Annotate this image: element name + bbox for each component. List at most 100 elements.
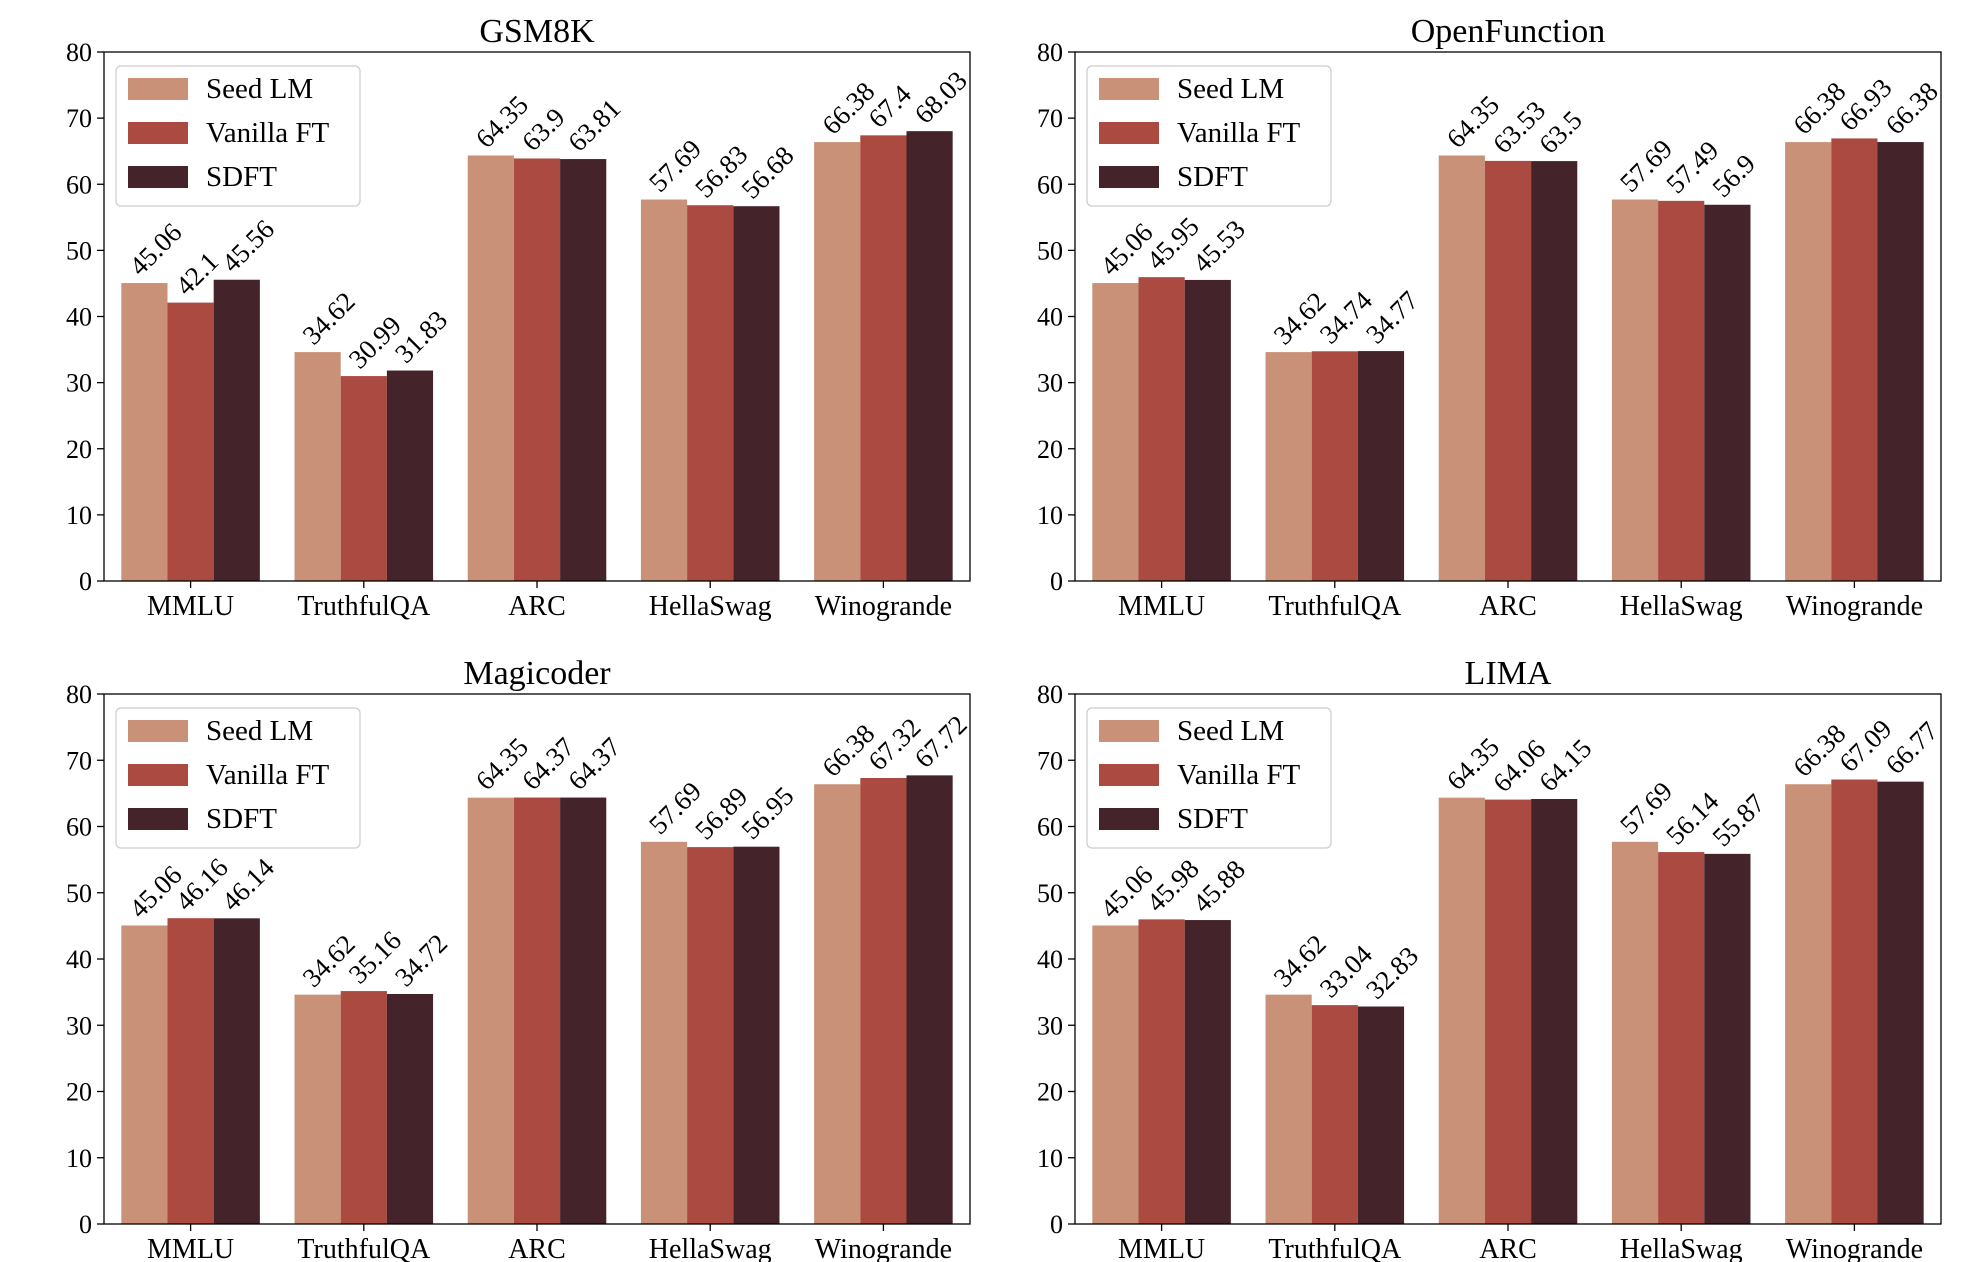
data-label: 68.03: [909, 65, 973, 129]
data-label: 64.37: [516, 732, 580, 796]
legend: Seed LM Vanilla FT SDFT: [115, 65, 361, 207]
bar-truthfulqa-series-2: [340, 991, 387, 1224]
x-tick-label: TruthfulQA: [1268, 1234, 1402, 1262]
bar-winogrande-series-1: [1785, 784, 1832, 1224]
bar-truthfulqa-series-1: [1265, 994, 1312, 1224]
y-tick-label: 80: [1037, 38, 1063, 67]
bar-truthfulqa-series-2: [1311, 351, 1358, 581]
y-tick-label: 80: [66, 38, 92, 67]
data-label: 64.06: [1487, 734, 1551, 798]
legend-swatch: [1099, 764, 1159, 786]
legend: Seed LM Vanilla FT SDFT: [115, 707, 361, 849]
x-tick-label: ARC: [1479, 591, 1537, 622]
bar-hellaswag-series-1: [1611, 199, 1659, 581]
y-tick-label: 80: [66, 680, 92, 709]
bar-arc-series-1: [1438, 155, 1485, 581]
y-tick-label: 70: [66, 746, 92, 775]
bar-winogrande-series-3: [906, 131, 953, 582]
x-tick-label: ARC: [508, 1234, 566, 1262]
y-tick-label: 20: [66, 435, 92, 464]
bar-hellaswag-series-1: [640, 199, 688, 581]
legend-swatch: [1099, 808, 1159, 830]
chart-panel-4: LIMA45.0634.6264.3557.6966.3845.9833.046…: [1037, 655, 1944, 1262]
bar-mmlu-series-2: [167, 918, 214, 1224]
legend-label: SDFT: [206, 803, 277, 835]
data-label: 45.88: [1187, 854, 1251, 918]
legend-label: Vanilla FT: [206, 117, 330, 149]
data-label: 66.77: [1880, 716, 1944, 780]
data-label: 34.62: [297, 286, 361, 350]
bar-hellaswag-series-3: [733, 206, 780, 582]
chart-panel-2: OpenFunction45.0634.6264.3557.6966.3845.…: [1037, 13, 1944, 622]
data-label: 64.35: [470, 732, 534, 796]
y-tick-label: 70: [66, 104, 92, 133]
bar-winogrande-series-1: [1785, 142, 1832, 581]
bar-winogrande-series-2: [1831, 138, 1878, 582]
y-tick-label: 40: [66, 945, 92, 974]
x-tick-label: Winogrande: [815, 591, 952, 622]
chart-panel-1: GSM8K45.0634.6264.3557.6966.3842.130.996…: [66, 13, 973, 622]
y-tick-label: 20: [1037, 435, 1063, 464]
y-tick-label: 30: [1037, 369, 1063, 398]
x-tick-label: MMLU: [1118, 591, 1205, 622]
y-tick-label: 60: [66, 813, 92, 842]
bar-hellaswag-series-2: [687, 847, 734, 1224]
bar-mmlu-series-1: [1092, 925, 1139, 1224]
x-tick-label: ARC: [508, 591, 566, 622]
bar-arc-series-1: [1438, 797, 1485, 1224]
legend-swatch: [1099, 720, 1159, 742]
y-tick-label: 20: [66, 1078, 92, 1107]
bar-arc-series-1: [467, 797, 514, 1224]
x-tick-label: MMLU: [147, 591, 234, 622]
bar-truthfulqa-series-2: [1311, 1005, 1358, 1224]
legend-label: Vanilla FT: [1177, 759, 1301, 791]
bar-winogrande-series-2: [860, 778, 907, 1224]
y-tick-label: 50: [66, 879, 92, 908]
x-tick-label: TruthfulQA: [297, 1234, 431, 1262]
x-tick-label: MMLU: [147, 1234, 234, 1262]
chart-panel-3: Magicoder45.0634.6264.3557.6966.3846.163…: [66, 655, 973, 1262]
x-tick-label: HellaSwag: [649, 1234, 772, 1262]
x-tick-label: TruthfulQA: [1268, 591, 1402, 622]
data-label: 34.72: [389, 928, 453, 992]
legend-swatch: [128, 78, 188, 100]
legend-swatch: [128, 122, 188, 144]
data-label: 64.37: [562, 732, 626, 796]
legend-label: Vanilla FT: [1177, 117, 1301, 149]
x-tick-label: HellaSwag: [649, 591, 772, 622]
y-tick-label: 0: [79, 567, 92, 596]
y-tick-label: 30: [66, 1011, 92, 1040]
data-label: 55.87: [1706, 788, 1770, 852]
bar-hellaswag-series-2: [1658, 852, 1705, 1224]
bar-hellaswag-series-2: [1658, 200, 1705, 581]
bar-hellaswag-series-3: [1704, 204, 1751, 581]
chart-title: GSM8K: [479, 13, 595, 50]
bar-winogrande-series-2: [860, 135, 907, 581]
bar-winogrande-series-1: [814, 784, 861, 1224]
legend-label: Seed LM: [1177, 715, 1284, 747]
bar-arc-series-2: [1484, 799, 1532, 1224]
legend-swatch: [1099, 122, 1159, 144]
bar-truthfulqa-series-3: [1357, 1006, 1405, 1224]
bar-arc-series-3: [1531, 799, 1578, 1224]
x-tick-label: Winogrande: [815, 1234, 952, 1262]
bar-hellaswag-series-3: [1704, 853, 1751, 1224]
bar-mmlu-series-2: [1138, 919, 1185, 1224]
bar-arc-series-3: [1531, 161, 1578, 581]
legend-label: SDFT: [206, 161, 277, 193]
y-tick-label: 30: [66, 369, 92, 398]
y-tick-label: 50: [1037, 236, 1063, 265]
x-tick-label: TruthfulQA: [297, 591, 431, 622]
bar-mmlu-series-1: [1092, 283, 1139, 581]
y-tick-label: 50: [1037, 879, 1063, 908]
data-label: 34.62: [1268, 286, 1332, 350]
bar-winogrande-series-2: [1831, 779, 1878, 1224]
bar-mmlu-series-1: [121, 925, 168, 1224]
bar-winogrande-series-3: [1877, 142, 1924, 581]
bar-mmlu-series-3: [1184, 920, 1231, 1224]
legend-swatch: [128, 764, 188, 786]
data-label: 67.72: [909, 709, 973, 773]
y-tick-label: 80: [1037, 680, 1063, 709]
legend-label: SDFT: [1177, 803, 1248, 835]
legend-swatch: [128, 720, 188, 742]
